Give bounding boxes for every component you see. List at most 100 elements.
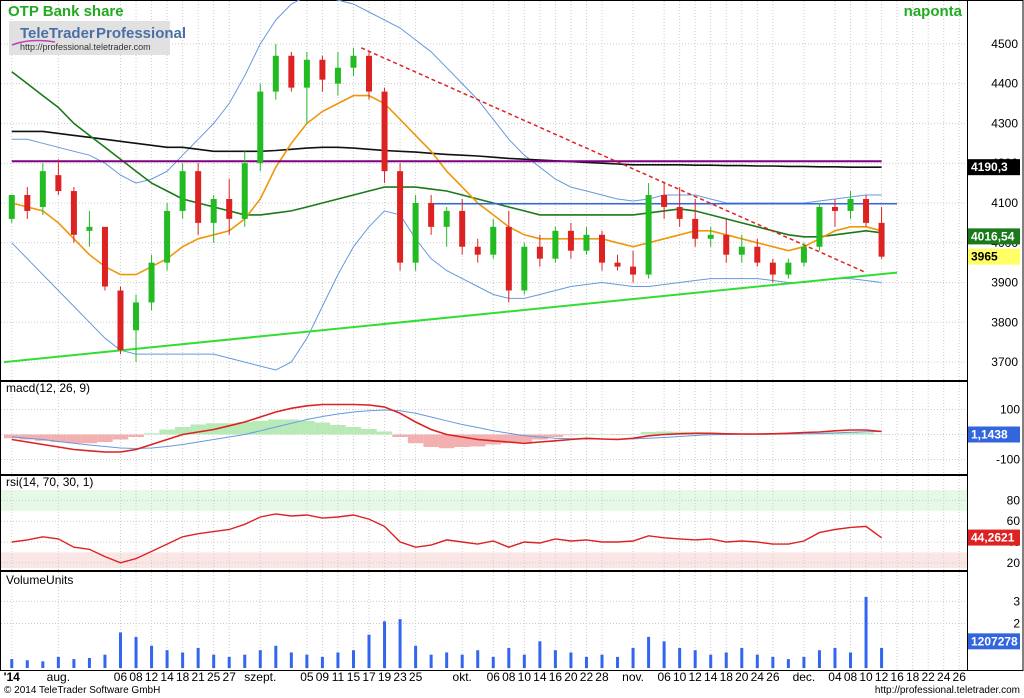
volume-bar (880, 648, 884, 668)
macd-histogram-bar (609, 434, 626, 435)
macd-histogram-bar (516, 434, 533, 442)
x-axis-tick: 08 (844, 670, 858, 684)
x-axis-tick: 14 (160, 670, 174, 684)
value-axis-area (967, 0, 1024, 671)
macd-histogram-bar (547, 434, 564, 437)
price-panel (0, 0, 968, 381)
candle-up (86, 226, 93, 231)
price-badge: 4190,3 (971, 160, 1008, 174)
candle-down (397, 171, 404, 263)
volume-bar (538, 641, 542, 668)
volume-bar (383, 621, 387, 668)
volume-bar (833, 648, 837, 668)
candle-down (831, 206, 838, 211)
macd-histogram-bar (143, 433, 160, 435)
volume-bar (849, 652, 853, 668)
candle-up (816, 206, 823, 247)
candle-up (334, 67, 341, 84)
x-axis-tick: 14 (704, 670, 718, 684)
x-axis-tick: '14 (4, 670, 21, 684)
x-axis-tick: 10 (518, 670, 532, 684)
x-axis-tick: 12 (875, 670, 889, 684)
candle-down (474, 246, 481, 255)
volume-bar (196, 648, 200, 668)
macd-histogram-bar (469, 434, 486, 447)
volume-bar (491, 656, 495, 668)
candle-up (645, 195, 652, 275)
macd-histogram-bar (345, 427, 362, 435)
footer-url: http://professional.teletrader.com (875, 685, 1020, 696)
macd-histogram-bar (501, 434, 517, 444)
macd-histogram-bar (330, 425, 346, 435)
volume-bar (584, 656, 588, 668)
volume-bar (709, 654, 713, 668)
macd-badge-bg (968, 426, 1020, 443)
candle-down (630, 266, 637, 275)
volume-bar (740, 648, 744, 668)
x-axis-tick: 08 (129, 670, 143, 684)
volume-bar (569, 652, 573, 668)
candle-up (133, 302, 140, 331)
price-axis-tick: 4100 (991, 196, 1018, 210)
moving-average-mid-line (11, 71, 882, 238)
price-axis-tick: 3700 (991, 355, 1018, 369)
macd-histogram-bar (174, 427, 191, 435)
macd-histogram-bar (112, 434, 129, 440)
volume-bar (771, 656, 775, 668)
rsi-oversold-zone (1, 552, 967, 568)
volume-bar (118, 632, 122, 668)
candle-down (381, 91, 388, 172)
macd-histogram-bar (283, 419, 300, 435)
period-label: naponta (904, 3, 963, 20)
rsi-badge: 44,2621 (971, 531, 1015, 545)
price-axis-tick: 3800 (991, 315, 1018, 329)
candle-up (412, 202, 419, 263)
volume-bar (429, 654, 433, 668)
candle-down (567, 230, 574, 251)
candle-up (210, 199, 217, 223)
x-axis-tick: szept. (244, 670, 276, 684)
macd-histogram-bar (640, 432, 657, 435)
macd-histogram-bar (128, 434, 144, 437)
volume-bar (351, 650, 355, 668)
volume-bar (10, 659, 14, 668)
x-axis-tick: 06 (114, 670, 128, 684)
macd-histogram-bar (594, 434, 610, 435)
x-axis-tick: 14 (533, 670, 547, 684)
rsi-panel-label: rsi(14, 70, 30, 1) (6, 475, 93, 489)
macd-line (11, 403, 882, 453)
x-axis-tick: 17 (362, 670, 376, 684)
macd-panel (0, 381, 968, 475)
volume-bar (678, 648, 682, 668)
x-axis-tick: 28 (595, 670, 609, 684)
volume-bar (445, 652, 449, 668)
x-axis-tick: 26 (953, 670, 967, 684)
rsi-axis-tick: 20 (1007, 556, 1021, 570)
x-axis-tick: 24 (937, 670, 951, 684)
macd-histogram-bar (563, 434, 579, 436)
candle-up (521, 246, 528, 291)
candle-down (676, 206, 683, 219)
candle-up (303, 59, 310, 88)
macd-histogram-bar (159, 429, 175, 435)
volume-bar (165, 650, 169, 668)
macd-histogram-bar (81, 434, 98, 444)
volume-panel (0, 571, 968, 671)
macd-histogram-bar (625, 434, 641, 435)
macd-histogram-bar (35, 434, 51, 441)
x-axis-tick: 16 (890, 670, 904, 684)
volume-bar (258, 650, 262, 668)
macd-histogram-bar (423, 434, 439, 447)
candle-up (179, 171, 186, 211)
macd-histogram-bar (873, 434, 890, 435)
trendline-up (3, 271, 898, 364)
x-axis-tick: 19 (378, 670, 392, 684)
volume-bar (274, 645, 278, 668)
candle-down (428, 202, 435, 227)
candle-up (785, 262, 792, 275)
x-axis-tick: 21 (191, 670, 205, 684)
x-axis-tick: 06 (487, 670, 501, 684)
x-axis-tick: 09 (316, 670, 330, 684)
macd-histogram-bar (4, 434, 20, 439)
candle-down (536, 246, 543, 259)
